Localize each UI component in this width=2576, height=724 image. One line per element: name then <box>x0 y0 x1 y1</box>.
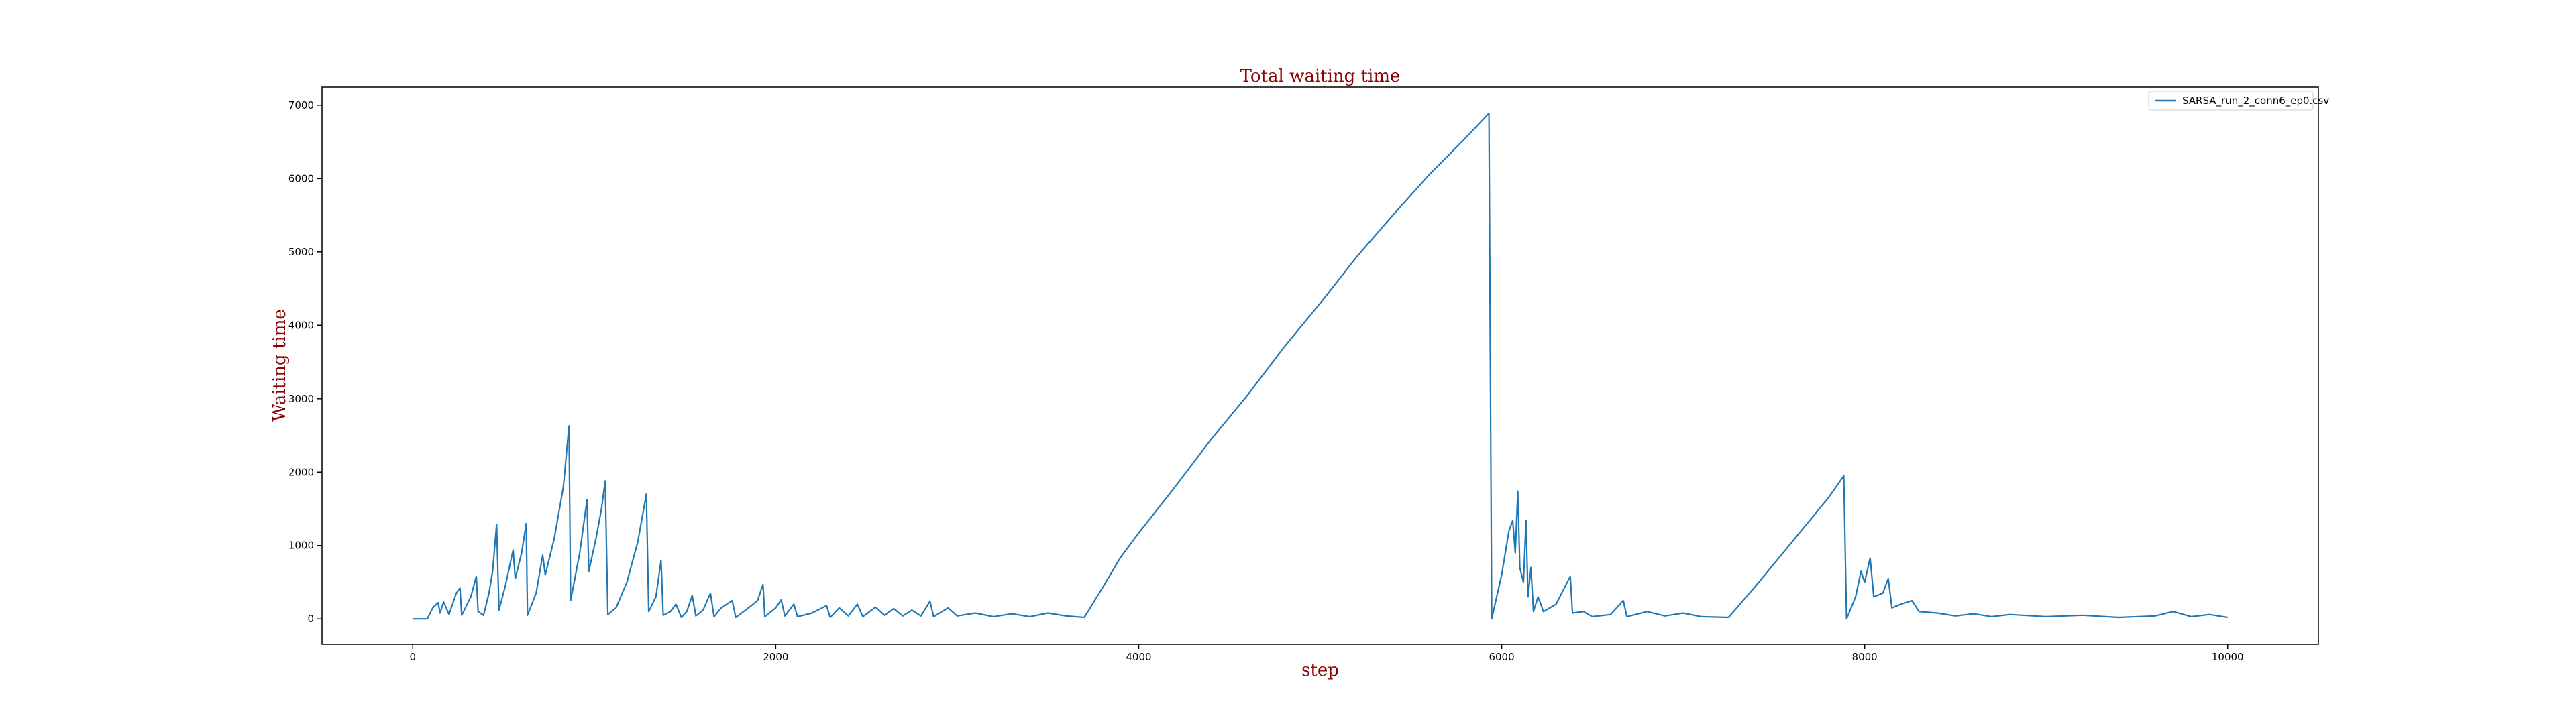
x-axis-label: step <box>1301 660 1339 680</box>
x-tick-label: 6000 <box>1489 651 1514 663</box>
x-tick-label: 2000 <box>763 651 788 663</box>
y-tick-label: 0 <box>307 613 314 625</box>
y-tick-label: 3000 <box>288 393 314 405</box>
x-tick-label: 10000 <box>2212 651 2244 663</box>
y-tick-label: 5000 <box>288 246 314 258</box>
y-tick-label: 1000 <box>288 540 314 552</box>
x-tick-label: 0 <box>409 651 416 663</box>
y-tick-label: 6000 <box>288 172 314 184</box>
x-tick-label: 4000 <box>1126 651 1151 663</box>
legend-box <box>2148 90 2314 111</box>
y-tick-label: 4000 <box>288 319 314 331</box>
y-tick-label: 7000 <box>288 99 314 111</box>
y-tick-label: 2000 <box>288 466 314 478</box>
legend-label: SARSA_run_2_conn6_ep0.csv <box>2182 95 2329 107</box>
x-tick-label: 8000 <box>1852 651 1878 663</box>
data-line <box>413 112 2228 620</box>
y-axis-label: Waiting time <box>270 309 290 422</box>
chart-title: Total waiting time <box>1240 66 1401 86</box>
axes-frame <box>321 86 2319 645</box>
